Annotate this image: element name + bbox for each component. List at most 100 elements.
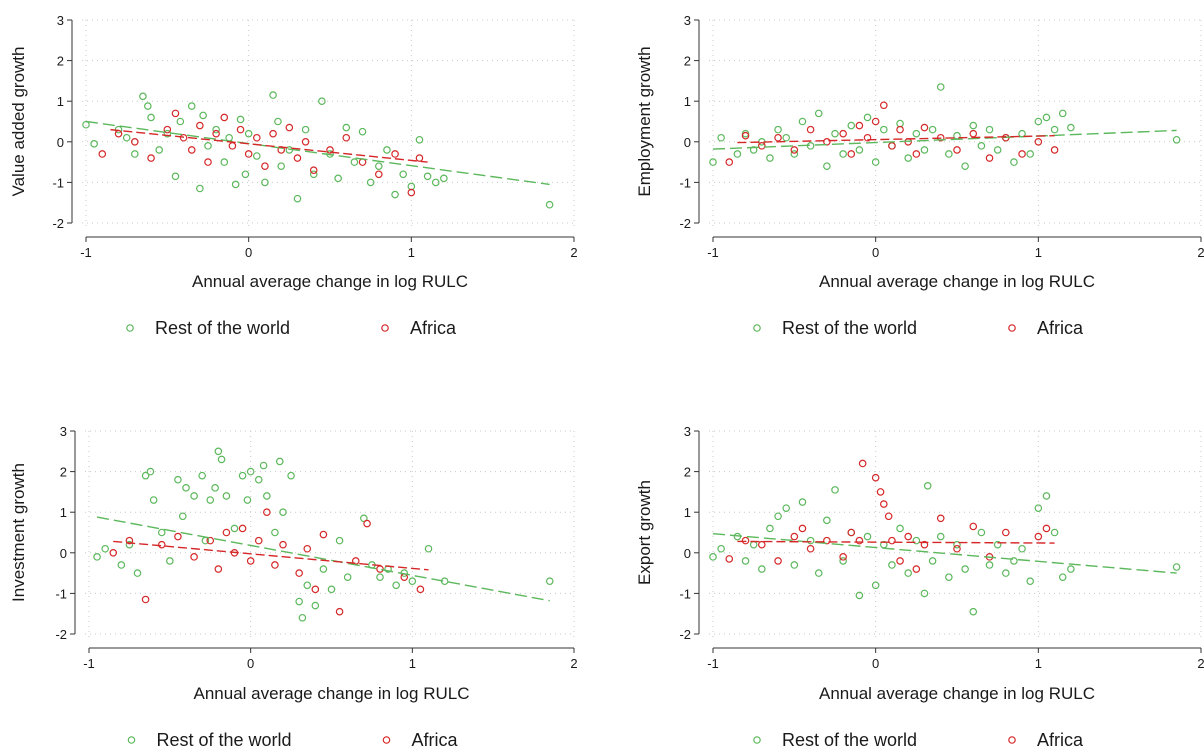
- y-tick-label: -1: [679, 586, 691, 601]
- point-africa: [319, 530, 328, 539]
- point-rest-of-world: [1067, 123, 1075, 132]
- point-rest-of-world: [125, 540, 134, 549]
- point-rest-of-world: [823, 516, 831, 525]
- legend-label-rest-of-world: Rest of the world: [782, 318, 917, 338]
- point-africa: [220, 113, 229, 122]
- point-rest-of-world: [230, 524, 239, 533]
- y-tick-label: -2: [679, 216, 691, 231]
- point-africa: [790, 532, 799, 541]
- point-rest-of-world: [969, 121, 978, 130]
- y-tick-label: -1: [679, 175, 691, 190]
- fit-line-africa: [737, 135, 1055, 144]
- point-africa: [757, 142, 766, 150]
- point-rest-of-world: [399, 170, 408, 179]
- point-rest-of-world: [187, 102, 196, 110]
- fit-line-africa: [737, 540, 1055, 544]
- fit-line-rest-of-world: [712, 533, 1177, 574]
- y-tick-label: 1: [684, 94, 691, 109]
- point-rest-of-world: [217, 455, 226, 464]
- legend: Rest of the world Africa: [127, 730, 459, 750]
- point-rest-of-world: [350, 158, 359, 166]
- point-rest-of-world: [204, 142, 212, 150]
- point-rest-of-world: [896, 119, 904, 128]
- y-tick-label: 2: [60, 465, 67, 480]
- point-africa: [858, 459, 867, 468]
- point-rest-of-world: [871, 581, 880, 590]
- point-rest-of-world: [231, 180, 240, 189]
- point-africa: [415, 154, 424, 162]
- x-tick-label: 2: [1197, 245, 1204, 260]
- point-rest-of-world: [269, 91, 277, 99]
- point-rest-of-world: [839, 150, 847, 158]
- y-tick-label: -2: [55, 627, 67, 642]
- point-africa: [774, 557, 782, 565]
- point-rest-of-world: [920, 589, 929, 598]
- point-africa: [228, 142, 237, 150]
- point-rest-of-world: [879, 125, 888, 134]
- point-africa: [174, 532, 182, 541]
- point-africa: [741, 536, 750, 545]
- point-africa: [206, 536, 215, 545]
- point-africa: [806, 544, 815, 553]
- point-rest-of-world: [311, 601, 320, 610]
- point-africa: [147, 154, 155, 162]
- point-rest-of-world: [928, 125, 937, 134]
- point-africa: [879, 101, 888, 110]
- point-rest-of-world: [190, 492, 198, 500]
- x-axis-title: Annual average change in log RULC: [192, 272, 468, 291]
- point-rest-of-world: [977, 528, 986, 537]
- point-africa: [376, 565, 384, 573]
- point-rest-of-world: [335, 536, 344, 545]
- legend-label-africa: Africa: [412, 730, 459, 750]
- point-rest-of-world: [358, 127, 367, 136]
- point-rest-of-world: [238, 471, 247, 480]
- point-rest-of-world: [287, 471, 295, 480]
- point-africa: [293, 154, 302, 162]
- point-rest-of-world: [961, 565, 969, 573]
- point-africa: [114, 129, 123, 138]
- point-rest-of-world: [928, 557, 937, 565]
- point-rest-of-world: [144, 102, 152, 110]
- legend: Rest of the world Africa: [126, 318, 457, 338]
- point-rest-of-world: [814, 109, 823, 118]
- point-rest-of-world: [157, 528, 166, 537]
- point-rest-of-world: [211, 484, 219, 492]
- point-rest-of-world: [259, 461, 268, 470]
- point-africa: [741, 131, 750, 140]
- legend-marker-africa: [1008, 324, 1016, 332]
- y-tick-label: 1: [684, 505, 691, 520]
- point-rest-of-world: [1058, 573, 1067, 581]
- legend-label-africa: Africa: [410, 318, 457, 338]
- point-rest-of-world: [1018, 544, 1026, 553]
- chart-panel-4: -2 -1 0 1 2 3 -1 0 1 2 Annual average change in lo…: [635, 424, 1204, 750]
- chart-panel-2: -2 -1 0 1 2 3 -1 0 1 2 Annual average change in lo…: [635, 13, 1204, 338]
- point-africa: [391, 150, 399, 158]
- point-rest-of-world: [319, 565, 328, 573]
- legend: Rest of the world Africa: [753, 730, 1084, 750]
- point-rest-of-world: [896, 524, 904, 533]
- y-tick-label: -2: [52, 216, 64, 231]
- point-rest-of-world: [295, 597, 303, 606]
- y-tick-label: -2: [679, 627, 691, 642]
- point-africa: [171, 109, 180, 118]
- chart-panel-3: -2 -1 0 1 2 3 -1 0 1 2 Annual average change in lo…: [9, 424, 578, 750]
- x-tick-label: 0: [872, 245, 879, 260]
- point-rest-of-world: [246, 467, 255, 476]
- legend-marker-africa: [381, 324, 389, 332]
- legend-label-africa: Africa: [1037, 318, 1084, 338]
- chart-panel-1: -2 -1 0 1 2 3 -1 0 1 2 Annual average change in lo…: [9, 13, 578, 338]
- point-africa: [179, 133, 188, 142]
- point-africa: [774, 133, 782, 142]
- point-rest-of-world: [863, 532, 872, 541]
- fit-line-africa: [110, 128, 428, 163]
- legend-label-rest-of-world: Rest of the world: [155, 318, 290, 338]
- point-rest-of-world: [1050, 125, 1059, 134]
- y-tick-label: 1: [60, 505, 67, 520]
- point-africa: [163, 125, 172, 134]
- point-rest-of-world: [133, 569, 142, 577]
- point-rest-of-world: [871, 158, 880, 166]
- point-africa: [806, 125, 815, 134]
- point-rest-of-world: [766, 524, 774, 533]
- point-rest-of-world: [1042, 492, 1051, 500]
- legend-marker-rest-of-world: [753, 736, 761, 744]
